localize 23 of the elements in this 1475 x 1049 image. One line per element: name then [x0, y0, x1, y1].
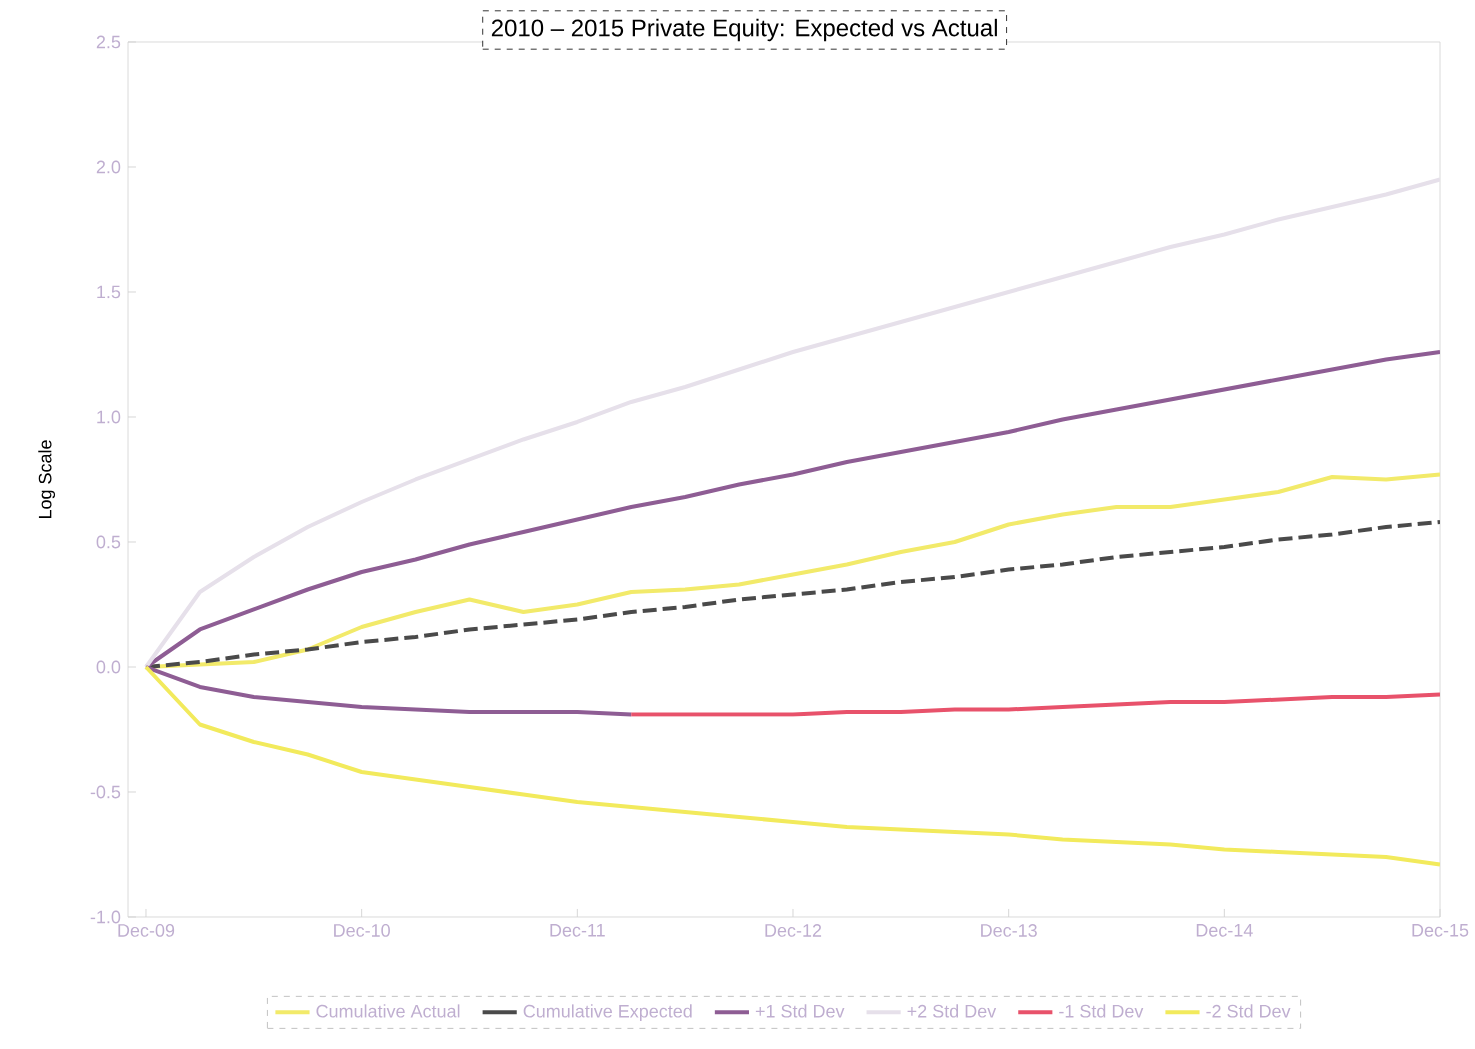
x-tick-label: Dec-12	[765, 924, 822, 937]
x-tick-label: Dec-11	[550, 924, 605, 937]
y-tick-label: 2.0	[96, 160, 121, 174]
y-tick-label: 0.0	[96, 660, 121, 674]
y-tick-label: 0.5	[96, 535, 121, 549]
legend-label: -2 Std Dev	[1206, 1004, 1291, 1018]
legend-label: Cumulative Expected	[523, 1004, 692, 1022]
x-tick-label: Dec-09	[118, 924, 175, 937]
y-tick-label: 1.0	[97, 410, 121, 424]
x-tick-label: Dec-10	[334, 924, 390, 937]
legend-label: +2 Std Dev	[907, 1004, 997, 1018]
y-tick-label: 2.5	[96, 35, 121, 49]
x-tick-label: Dec-14	[1196, 924, 1253, 937]
legend-label: -1 Std Dev	[1059, 1004, 1144, 1018]
y-tick-label: -1.0	[90, 910, 121, 924]
legend-label: +1 Std Dev	[755, 1004, 845, 1018]
y-tick-label: -0.5	[90, 785, 121, 799]
legend-label: Cumulative Actual	[316, 1004, 460, 1018]
y-axis-title: Log Scale	[38, 440, 56, 519]
x-tick-label: Dec-13	[981, 924, 1037, 937]
x-tick-label: Dec-15	[1412, 924, 1469, 937]
y-tick-label: 1.5	[97, 285, 121, 299]
chart-title: 2010 – 2015 Private Equity: Expected vs Actual	[491, 18, 997, 42]
